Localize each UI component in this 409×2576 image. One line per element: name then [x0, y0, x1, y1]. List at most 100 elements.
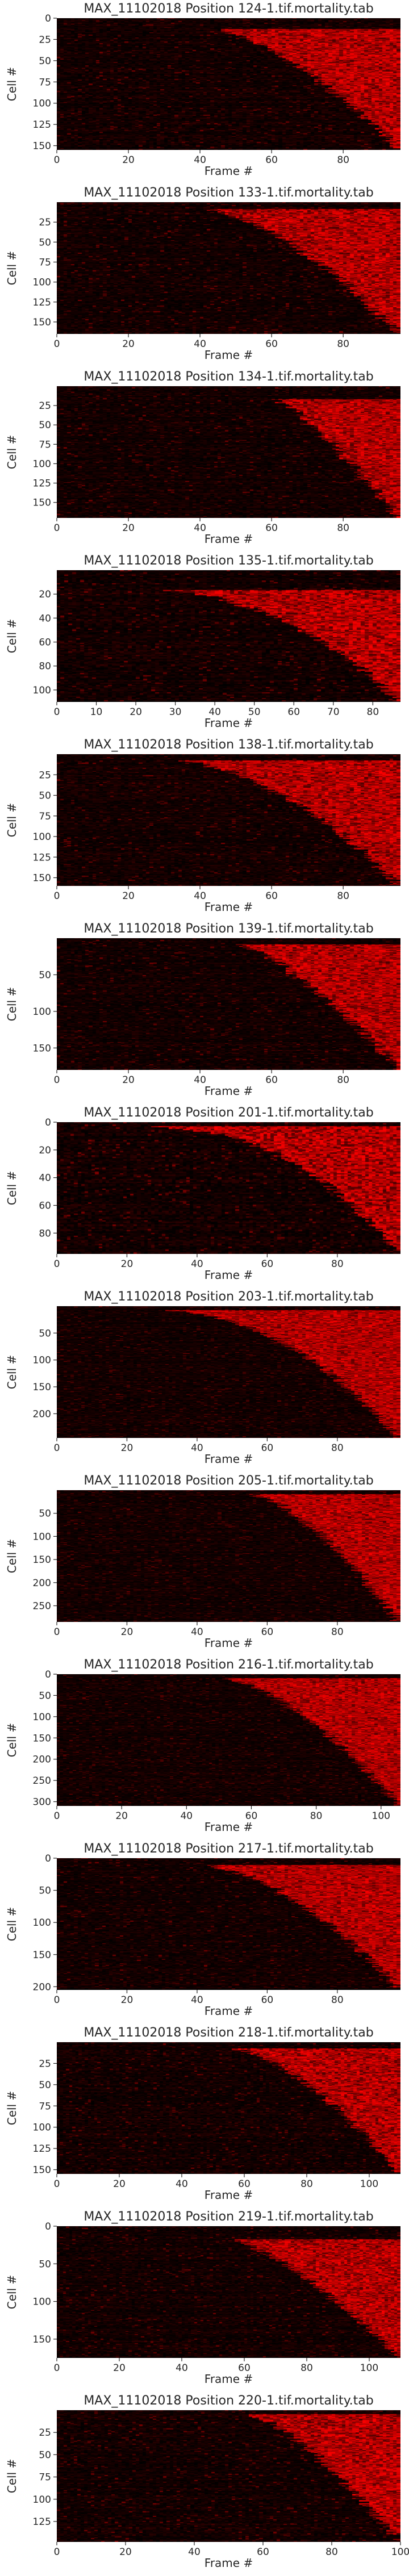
y-tick-label: 125: [33, 2516, 51, 2528]
y-tick-label: 100: [33, 2297, 51, 2308]
heatmap-raster: [57, 18, 400, 150]
panel-title: MAX_11102018 Position 205-1.tif.mortalit…: [84, 1474, 373, 1488]
x-tick-label: 0: [54, 1074, 60, 1086]
x-tick-label: 40: [176, 2178, 188, 2190]
x-tick-label: 60: [245, 1810, 258, 1822]
x-tick-label: 20: [115, 1810, 128, 1822]
x-axis-label: Frame #: [204, 1820, 253, 1834]
heatmap-panel: MAX_11102018 Position 216-1.tif.mortalit…: [5, 1658, 400, 1834]
x-axis-label: Frame #: [204, 2556, 253, 2570]
heatmap-panel: MAX_11102018 Position 124-1.tif.mortalit…: [5, 2, 400, 178]
y-tick-label: 25: [39, 2427, 51, 2439]
x-tick-label: 80: [301, 2178, 313, 2190]
x-tick-label: 70: [327, 706, 340, 718]
y-tick-label: 25: [39, 217, 51, 228]
panel-title: MAX_11102018 Position 138-1.tif.mortalit…: [84, 738, 373, 752]
y-tick-label: 150: [33, 1733, 51, 1744]
panel-title: MAX_11102018 Position 124-1.tif.mortalit…: [84, 2, 373, 16]
heatmap-raster: [57, 386, 400, 518]
y-tick-label: 125: [33, 478, 51, 490]
heatmap-raster: [57, 754, 400, 886]
y-tick-label: 125: [33, 297, 51, 308]
y-tick-label: 25: [39, 34, 51, 45]
x-tick-label: 60: [287, 706, 300, 718]
x-tick-label: 80: [337, 154, 349, 166]
x-tick-label: 80: [331, 1442, 344, 1454]
y-tick-label: 150: [33, 2165, 51, 2176]
panel-title: MAX_11102018 Position 139-1.tif.mortalit…: [84, 922, 373, 936]
y-tick-label: 50: [39, 2259, 51, 2270]
heatmap-raster: [57, 570, 400, 702]
x-tick-label: 60: [261, 1994, 274, 2006]
y-tick-label: 25: [39, 770, 51, 781]
x-axis-label: Frame #: [204, 2372, 253, 2386]
y-tick-label: 250: [33, 1601, 51, 1612]
x-tick-label: 20: [113, 2178, 126, 2190]
x-tick-label: 0: [54, 1442, 60, 1454]
x-tick-label: 60: [261, 1442, 274, 1454]
x-tick-label: 20: [122, 890, 135, 902]
y-tick-label: 0: [45, 13, 51, 24]
y-tick-label: 25: [39, 2058, 51, 2069]
panel-title: MAX_11102018 Position 133-1.tif.mortalit…: [84, 186, 373, 200]
y-tick-label: 300: [33, 1797, 51, 1808]
y-tick-label: 80: [39, 1228, 51, 1239]
y-tick-label: 100: [33, 2494, 51, 2506]
x-tick-label: 40: [194, 338, 206, 350]
heatmap-panel: MAX_11102018 Position 205-1.tif.mortalit…: [5, 1474, 400, 1650]
x-tick-label: 80: [331, 1258, 344, 1270]
x-tick-label: 40: [194, 522, 206, 534]
y-tick-label: 75: [39, 811, 51, 822]
x-tick-label: 20: [130, 706, 142, 718]
x-tick-label: 0: [54, 2546, 60, 2558]
y-tick-label: 100: [33, 277, 51, 288]
x-tick-label: 60: [265, 522, 278, 534]
y-tick-label: 100: [33, 1917, 51, 1929]
y-tick-label: 50: [39, 791, 51, 802]
x-axis-label: Frame #: [204, 2188, 253, 2202]
y-tick-label: 100: [33, 1531, 51, 1542]
x-tick-label: 40: [194, 154, 206, 166]
x-tick-label: 60: [265, 890, 278, 902]
y-tick-label: 100: [33, 1006, 51, 1018]
y-tick-label: 150: [33, 141, 51, 152]
y-tick-label: 150: [33, 317, 51, 328]
x-axis-label: Frame #: [204, 2004, 253, 2018]
x-tick-label: 80: [331, 1994, 344, 2006]
y-tick-label: 50: [39, 56, 51, 67]
heatmap-panel: MAX_11102018 Position 134-1.tif.mortalit…: [5, 370, 400, 546]
x-tick-label: 0: [54, 2178, 60, 2190]
y-tick-label: 0: [45, 1853, 51, 1864]
x-tick-label: 80: [310, 1810, 323, 1822]
x-tick-label: 20: [122, 154, 135, 166]
y-axis-label: Cell #: [5, 2459, 19, 2494]
y-tick-label: 50: [39, 1328, 51, 1339]
x-tick-label: 50: [248, 706, 261, 718]
x-tick-label: 100: [360, 2362, 378, 2374]
heatmap-raster: [57, 202, 400, 334]
y-tick-label: 75: [39, 439, 51, 450]
y-tick-label: 125: [33, 119, 51, 131]
y-tick-label: 50: [39, 1690, 51, 1701]
heatmap-raster: [57, 2226, 400, 2358]
panel-title: MAX_11102018 Position 218-1.tif.mortalit…: [84, 2026, 373, 2040]
y-tick-label: 150: [33, 1950, 51, 1961]
x-tick-label: 0: [54, 1810, 60, 1822]
y-tick-label: 80: [39, 661, 51, 672]
heatmap-panel: MAX_11102018 Position 139-1.tif.mortalit…: [5, 922, 400, 1098]
x-axis-label: Frame #: [204, 1636, 253, 1650]
y-tick-label: 50: [39, 2080, 51, 2091]
x-tick-label: 20: [122, 338, 135, 350]
x-tick-label: 60: [238, 2362, 251, 2374]
x-tick-label: 20: [119, 2546, 132, 2558]
y-tick-label: 100: [33, 98, 51, 110]
x-tick-label: 20: [113, 2362, 126, 2374]
y-tick-label: 200: [33, 1408, 51, 1420]
x-tick-label: 40: [191, 1442, 203, 1454]
heatmap-raster: [57, 2410, 400, 2542]
x-tick-label: 60: [261, 1258, 274, 1270]
x-tick-label: 40: [191, 1626, 203, 1638]
x-tick-label: 60: [265, 338, 278, 350]
x-tick-label: 20: [122, 522, 135, 534]
y-tick-label: 40: [39, 1173, 51, 1184]
